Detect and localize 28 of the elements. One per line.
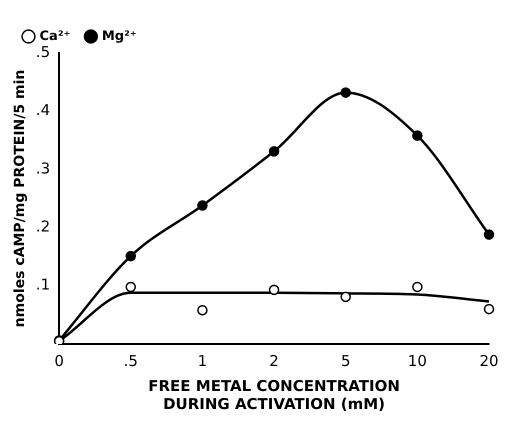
x-tick-label: 0	[54, 352, 64, 370]
point	[268, 146, 280, 157]
point	[412, 130, 423, 141]
legend-label: Ca²⁺	[40, 28, 70, 44]
point	[340, 87, 351, 98]
point	[197, 200, 208, 211]
x-tick-label: 5	[340, 352, 350, 370]
point	[126, 250, 136, 262]
point	[126, 282, 136, 292]
point	[484, 304, 494, 314]
legend-label: Mg²⁺	[102, 28, 137, 44]
point	[484, 229, 494, 240]
x-tick-label: 10	[408, 352, 427, 370]
point	[340, 292, 351, 302]
point	[268, 284, 280, 296]
x-tick-label: 2	[269, 352, 279, 370]
y-axis-title: nmoles cAMP/mg PROTEIN/5 min	[12, 70, 28, 328]
x-tick-label: 1	[198, 352, 208, 370]
point	[197, 304, 208, 316]
y-tick-label: .3	[36, 159, 50, 178]
y-tick-label: .1	[36, 276, 50, 294]
x-tick-label: .5	[124, 352, 138, 370]
y-tick-label: .2	[36, 217, 50, 236]
y-tick-label: .5	[36, 42, 50, 61]
x-tick-label: 20	[479, 352, 499, 370]
x-axis-title: FREE METAL CONCENTRATION DURING ACTIVATION (mM)	[148, 376, 400, 413]
point	[412, 282, 423, 292]
y-tick-label: .4	[36, 101, 50, 120]
